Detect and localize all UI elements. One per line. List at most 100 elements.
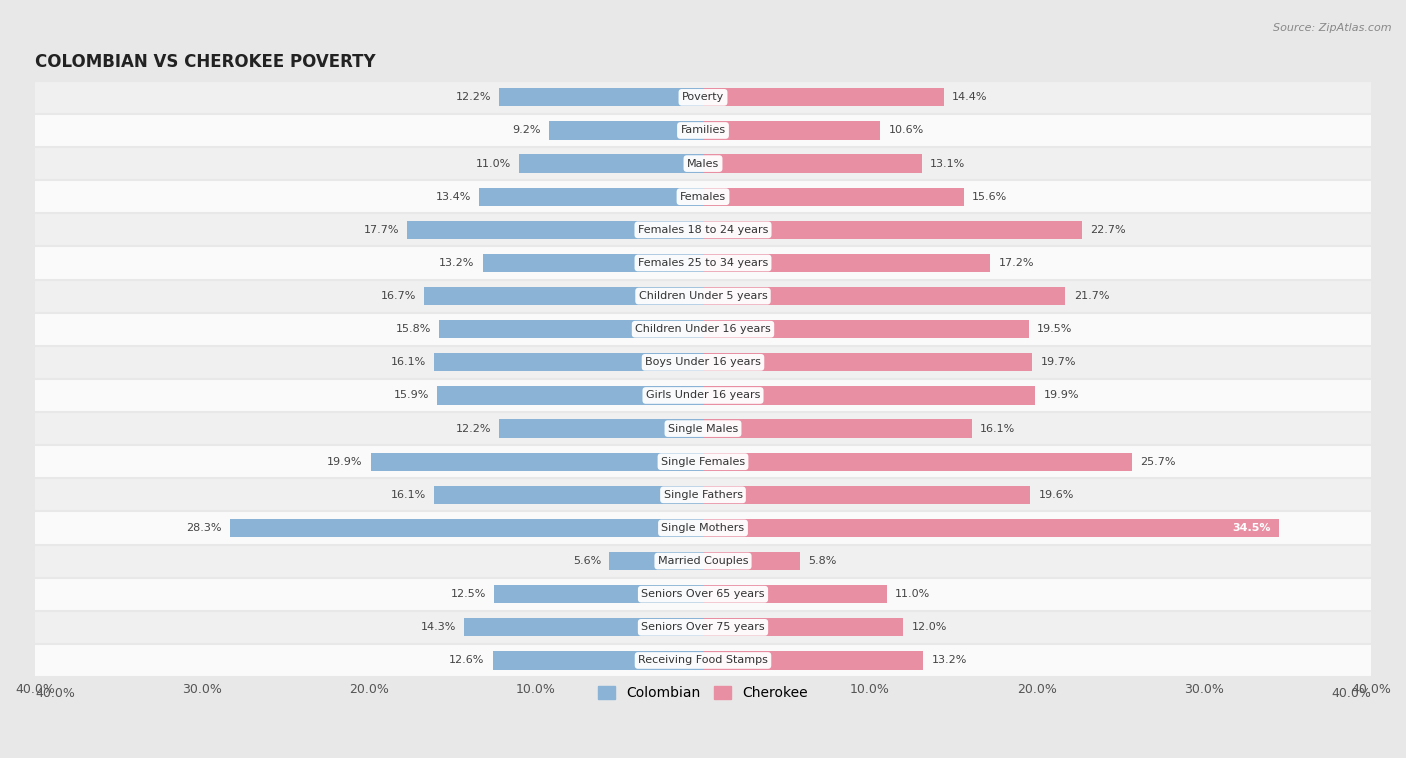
- Bar: [492, 651, 703, 669]
- Text: 12.0%: 12.0%: [911, 622, 948, 632]
- Text: COLOMBIAN VS CHEROKEE POVERTY: COLOMBIAN VS CHEROKEE POVERTY: [35, 53, 375, 71]
- Text: 14.3%: 14.3%: [420, 622, 456, 632]
- Bar: [35, 644, 1371, 677]
- Bar: [434, 353, 703, 371]
- Bar: [464, 619, 703, 637]
- Text: 19.7%: 19.7%: [1040, 357, 1076, 368]
- Text: Girls Under 16 years: Girls Under 16 years: [645, 390, 761, 400]
- Text: Children Under 16 years: Children Under 16 years: [636, 324, 770, 334]
- Text: 22.7%: 22.7%: [1091, 225, 1126, 235]
- Text: Single Fathers: Single Fathers: [664, 490, 742, 500]
- Bar: [703, 619, 904, 637]
- Bar: [35, 611, 1371, 644]
- Bar: [703, 188, 963, 206]
- Bar: [35, 445, 1371, 478]
- Bar: [495, 585, 703, 603]
- Bar: [35, 578, 1371, 611]
- Bar: [425, 287, 703, 305]
- Bar: [35, 544, 1371, 578]
- Text: 28.3%: 28.3%: [187, 523, 222, 533]
- Bar: [703, 353, 1032, 371]
- Bar: [499, 88, 703, 106]
- Bar: [703, 486, 1031, 504]
- Bar: [35, 478, 1371, 512]
- Text: 13.1%: 13.1%: [931, 158, 966, 168]
- Bar: [479, 188, 703, 206]
- Text: Single Females: Single Females: [661, 457, 745, 467]
- Text: Children Under 5 years: Children Under 5 years: [638, 291, 768, 301]
- Text: 5.8%: 5.8%: [808, 556, 837, 566]
- Bar: [609, 552, 703, 570]
- Bar: [703, 155, 922, 173]
- Bar: [35, 512, 1371, 544]
- Text: Receiving Food Stamps: Receiving Food Stamps: [638, 656, 768, 666]
- Bar: [35, 81, 1371, 114]
- Text: Females 18 to 24 years: Females 18 to 24 years: [638, 225, 768, 235]
- Text: 5.6%: 5.6%: [572, 556, 602, 566]
- Bar: [35, 147, 1371, 180]
- Bar: [703, 651, 924, 669]
- Text: 12.2%: 12.2%: [456, 92, 491, 102]
- Bar: [482, 254, 703, 272]
- Text: Seniors Over 75 years: Seniors Over 75 years: [641, 622, 765, 632]
- Bar: [35, 246, 1371, 280]
- Bar: [35, 312, 1371, 346]
- Text: 19.9%: 19.9%: [326, 457, 363, 467]
- Bar: [703, 552, 800, 570]
- Bar: [439, 320, 703, 338]
- Bar: [703, 221, 1083, 239]
- Text: 13.2%: 13.2%: [439, 258, 474, 268]
- Bar: [437, 387, 703, 405]
- Text: 19.9%: 19.9%: [1043, 390, 1080, 400]
- Text: Females: Females: [681, 192, 725, 202]
- Bar: [35, 213, 1371, 246]
- Bar: [703, 254, 990, 272]
- Text: 11.0%: 11.0%: [896, 589, 931, 600]
- Text: 9.2%: 9.2%: [513, 126, 541, 136]
- Text: 16.7%: 16.7%: [381, 291, 416, 301]
- Bar: [408, 221, 703, 239]
- Bar: [550, 121, 703, 139]
- Text: 16.1%: 16.1%: [391, 357, 426, 368]
- Text: 13.4%: 13.4%: [436, 192, 471, 202]
- Text: Single Mothers: Single Mothers: [661, 523, 745, 533]
- Text: 17.2%: 17.2%: [998, 258, 1035, 268]
- Text: 14.4%: 14.4%: [952, 92, 987, 102]
- Text: 34.5%: 34.5%: [1232, 523, 1271, 533]
- Text: 10.6%: 10.6%: [889, 126, 924, 136]
- Text: Source: ZipAtlas.com: Source: ZipAtlas.com: [1274, 23, 1392, 33]
- Text: 12.6%: 12.6%: [449, 656, 484, 666]
- Bar: [499, 419, 703, 437]
- Bar: [231, 519, 703, 537]
- Bar: [434, 486, 703, 504]
- Text: 21.7%: 21.7%: [1074, 291, 1109, 301]
- Text: 12.2%: 12.2%: [456, 424, 491, 434]
- Bar: [371, 453, 703, 471]
- Text: 40.0%: 40.0%: [1331, 687, 1371, 700]
- Text: 15.6%: 15.6%: [972, 192, 1007, 202]
- Text: 19.5%: 19.5%: [1038, 324, 1073, 334]
- Text: 16.1%: 16.1%: [980, 424, 1015, 434]
- Text: Poverty: Poverty: [682, 92, 724, 102]
- Bar: [703, 287, 1066, 305]
- Bar: [703, 585, 887, 603]
- Text: Boys Under 16 years: Boys Under 16 years: [645, 357, 761, 368]
- Text: Families: Families: [681, 126, 725, 136]
- Text: 25.7%: 25.7%: [1140, 457, 1175, 467]
- Bar: [703, 320, 1029, 338]
- Bar: [35, 379, 1371, 412]
- Text: 16.1%: 16.1%: [391, 490, 426, 500]
- Bar: [703, 419, 972, 437]
- Bar: [703, 387, 1035, 405]
- Bar: [703, 88, 943, 106]
- Bar: [35, 412, 1371, 445]
- Bar: [703, 121, 880, 139]
- Text: 15.8%: 15.8%: [395, 324, 430, 334]
- Text: Married Couples: Married Couples: [658, 556, 748, 566]
- Text: 17.7%: 17.7%: [364, 225, 399, 235]
- Text: 13.2%: 13.2%: [932, 656, 967, 666]
- Text: 12.5%: 12.5%: [450, 589, 486, 600]
- Text: Single Males: Single Males: [668, 424, 738, 434]
- Text: Males: Males: [688, 158, 718, 168]
- Text: 11.0%: 11.0%: [475, 158, 510, 168]
